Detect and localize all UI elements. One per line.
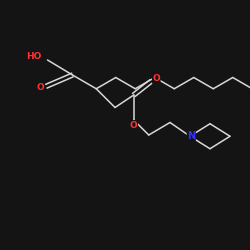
Text: O: O — [152, 74, 160, 83]
Text: HO: HO — [26, 52, 41, 61]
Text: N: N — [187, 131, 195, 141]
Text: O: O — [37, 83, 44, 92]
Text: O: O — [130, 120, 138, 130]
